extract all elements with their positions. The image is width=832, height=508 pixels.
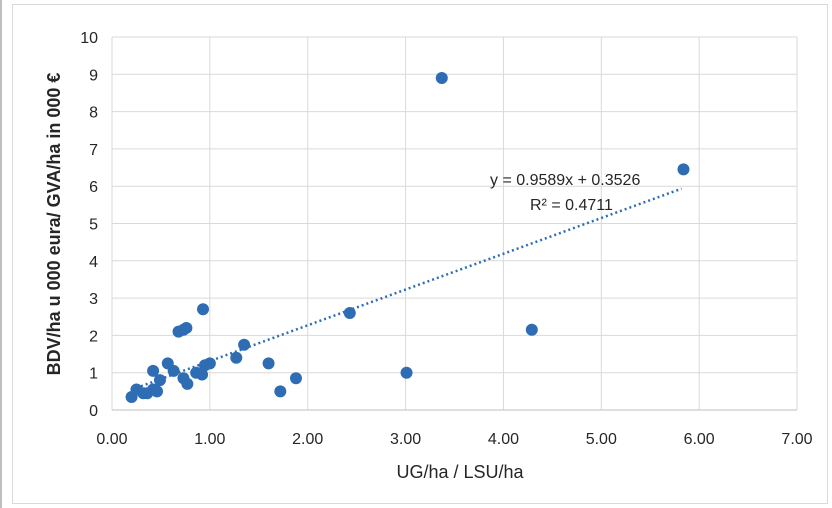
data-point bbox=[196, 368, 209, 381]
y-tick-label: 10 bbox=[80, 30, 98, 47]
data-point bbox=[167, 364, 180, 377]
x-tick-label: 0.00 bbox=[96, 431, 127, 448]
tick-labels: 0 1 2 3 4 5 6 7 8 9 10 0.00 1.00 2.00 3.00 4.00 5.00 6.00… bbox=[80, 30, 812, 448]
data-point bbox=[180, 321, 193, 334]
data-point bbox=[230, 351, 243, 364]
data-point bbox=[435, 72, 448, 85]
data-point bbox=[274, 385, 287, 398]
data-points bbox=[125, 72, 690, 403]
x-tick-label: 3.00 bbox=[390, 431, 421, 448]
data-point bbox=[203, 357, 216, 370]
y-tick-label: 0 bbox=[89, 403, 98, 420]
y-tick-label: 3 bbox=[89, 291, 98, 308]
x-axis-title: UG/ha / LSU/ha bbox=[396, 462, 524, 482]
data-point bbox=[262, 357, 275, 370]
x-tick-label: 7.00 bbox=[781, 431, 812, 448]
trendline-equation: y = 0.9589x + 0.3526 bbox=[490, 172, 640, 189]
y-axis-title: BDV/ha u 000 eura/ GVA/ha in 000 € bbox=[44, 73, 64, 376]
y-tick-label: 6 bbox=[89, 179, 98, 196]
y-tick-label: 7 bbox=[89, 142, 98, 159]
left-border bbox=[0, 0, 2, 508]
data-point bbox=[197, 303, 210, 316]
data-point bbox=[400, 366, 413, 379]
y-tick-label: 1 bbox=[89, 366, 98, 383]
y-tick-label: 5 bbox=[89, 217, 98, 234]
data-point bbox=[525, 323, 538, 336]
data-point bbox=[238, 338, 251, 351]
x-tick-label: 5.00 bbox=[586, 431, 617, 448]
data-point bbox=[151, 385, 164, 398]
data-point bbox=[153, 374, 166, 387]
data-point bbox=[289, 372, 302, 385]
data-point bbox=[343, 307, 356, 320]
gridlines bbox=[111, 36, 798, 411]
data-point bbox=[181, 377, 194, 390]
chart-frame bbox=[12, 4, 828, 504]
data-point bbox=[677, 163, 690, 176]
x-tick-label: 2.00 bbox=[292, 431, 323, 448]
y-tick-label: 8 bbox=[89, 105, 98, 122]
x-tick-label: 4.00 bbox=[488, 431, 519, 448]
y-tick-label: 2 bbox=[89, 328, 98, 345]
x-tick-label: 1.00 bbox=[194, 431, 225, 448]
trendline-r2: R² = 0.4711 bbox=[530, 197, 613, 214]
x-tick-label: 6.00 bbox=[684, 431, 715, 448]
y-tick-label: 4 bbox=[89, 254, 98, 271]
y-tick-label: 9 bbox=[89, 67, 98, 84]
data-point bbox=[147, 364, 160, 377]
